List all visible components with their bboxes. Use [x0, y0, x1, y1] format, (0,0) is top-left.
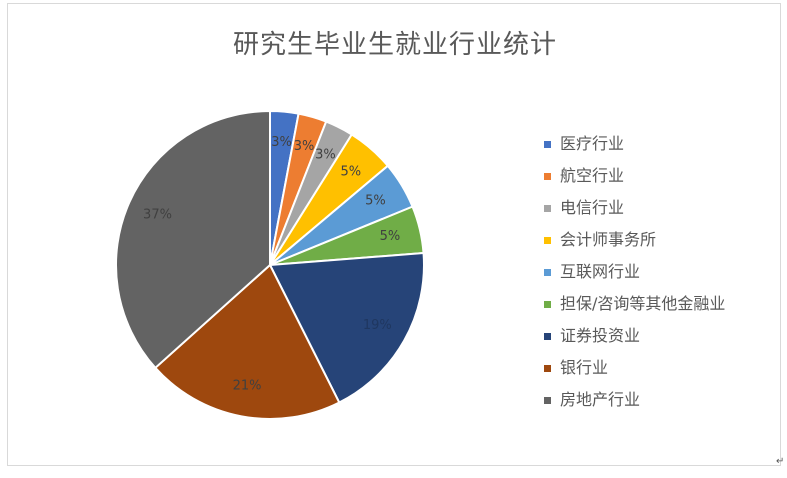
- data-label: 37%: [143, 207, 172, 222]
- legend-swatch: [544, 236, 551, 244]
- legend-swatch: [544, 140, 551, 148]
- legend-item: 航空行业: [544, 160, 725, 192]
- legend-item: 互联网行业: [544, 256, 725, 288]
- legend-label: 银行业: [560, 358, 609, 377]
- data-label: 5%: [340, 165, 361, 180]
- legend-label: 证券投资业: [560, 326, 641, 345]
- chart-title: 研究生毕业生就业行业统计: [232, 30, 557, 60]
- legend-item: 担保/咨询等其他金融业: [544, 288, 725, 320]
- data-label: 3%: [315, 148, 336, 163]
- legend-label: 担保/咨询等其他金融业: [560, 294, 726, 313]
- pie-slice: [268, 251, 425, 404]
- legend-swatch: [544, 332, 551, 340]
- legend-swatch: [544, 204, 551, 212]
- legend-label: 电信行业: [560, 198, 625, 217]
- legend-label: 房地产行业: [560, 390, 641, 409]
- legend-label: 会计师事务所: [560, 230, 657, 249]
- legend-swatch: [544, 364, 551, 372]
- data-label: 5%: [365, 194, 386, 209]
- legend-label: 互联网行业: [560, 262, 641, 281]
- chart-legend: 医疗行业航空行业电信行业会计师事务所 互联网行业担保/咨询等其他金融业 证券投资业银…: [544, 128, 725, 416]
- pie-slice: [153, 263, 341, 420]
- legend-item: 会计师事务所: [544, 224, 725, 256]
- legend-swatch: [544, 396, 551, 404]
- chart-area: 研究生毕业生就业行业统计 3% 3% 3% 5% 5% 5% 19% 21% 37% 医疗行业航…: [7, 3, 781, 466]
- data-label: 21%: [233, 379, 262, 394]
- legend-item: 证券投资业: [544, 320, 725, 352]
- pie-slice: [115, 109, 271, 370]
- legend-swatch: [544, 172, 551, 180]
- legend-item: 房地产行业: [544, 384, 725, 416]
- data-label: 19%: [363, 318, 392, 333]
- legend-item: 银行业: [544, 352, 725, 384]
- legend-item: 电信行业: [544, 192, 725, 224]
- data-label: 5%: [380, 229, 401, 244]
- legend-label: 医疗行业: [560, 134, 625, 153]
- data-label: 3%: [294, 139, 315, 154]
- legend-item: 医疗行业: [544, 128, 725, 160]
- paragraph-return-mark: ↵: [776, 456, 785, 467]
- pie-chart: 3% 3%3%5%5%5%19%21%37%: [115, 109, 425, 420]
- legend-swatch: [544, 268, 551, 276]
- data-label: 3%: [271, 135, 292, 150]
- legend-swatch: [544, 300, 551, 308]
- legend-label: 航空行业: [560, 166, 625, 185]
